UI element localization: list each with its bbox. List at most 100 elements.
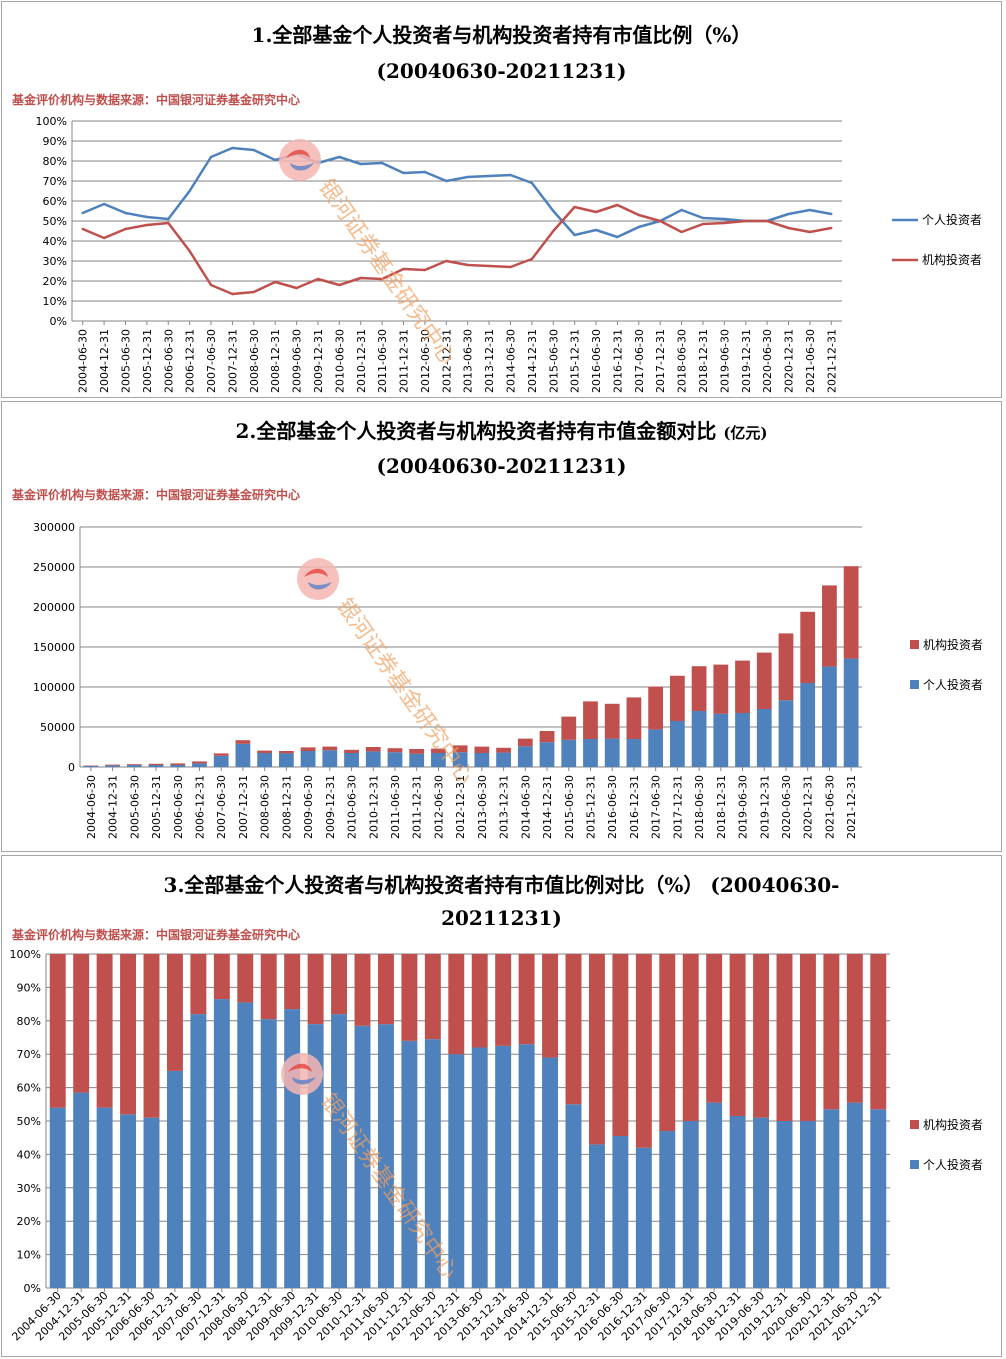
bar-segment — [843, 566, 859, 659]
bar-segment — [542, 954, 559, 1058]
c1-y-tick-label: 60% — [43, 195, 67, 208]
c2-x-tick-label: 2006-06-30 — [172, 775, 185, 839]
bar-segment — [648, 729, 664, 767]
c1-x-tick-label: 2006-12-31 — [184, 329, 197, 393]
data-point — [231, 146, 234, 150]
c1-x-tick-label: 2010-12-31 — [355, 329, 368, 393]
c3-y-tick-label: 30% — [17, 1182, 41, 1195]
bar-segment — [682, 1121, 699, 1288]
watermark-swoosh-icon — [286, 149, 310, 158]
c1-x-tick-label: 2017-12-31 — [654, 329, 667, 393]
c1-x-tick-label: 2020-06-30 — [761, 329, 774, 393]
bar-segment — [126, 764, 142, 765]
c1-x-tick-label: 2007-12-31 — [226, 329, 239, 393]
data-point — [273, 158, 277, 162]
bar-segment — [588, 954, 605, 1145]
data-point — [124, 227, 127, 231]
percent-stacked-bar-chart: 0%10%20%30%40%50%60%70%80%90%100%2004-06… — [9, 948, 983, 1343]
bar-segment — [105, 765, 120, 767]
c1-x-tick-label: 2012-12-31 — [440, 329, 453, 393]
chart-title-3-line2: 20211231) — [441, 906, 562, 930]
bar-segment — [471, 954, 488, 1048]
bar-segment — [517, 738, 533, 747]
data-point — [787, 226, 790, 230]
c2-legend-swatch — [910, 680, 919, 689]
data-point — [680, 208, 683, 212]
data-point — [616, 203, 619, 207]
bar-segment — [401, 954, 418, 1041]
bar-segment — [377, 1024, 394, 1288]
data-point — [509, 173, 512, 177]
c2-x-tick-label: 2017-12-31 — [671, 775, 684, 839]
data-point — [273, 280, 277, 284]
data-source-label: 基金评价机构与数据来源：中国银河证券基金研究中心 — [12, 488, 301, 502]
bar-segment — [669, 721, 685, 767]
bar-segment — [612, 954, 629, 1137]
data-point — [808, 208, 812, 212]
bar-segment — [448, 954, 465, 1055]
bar-segment — [105, 764, 120, 766]
bar-segment — [682, 954, 699, 1121]
c2-x-tick-label: 2012-12-31 — [454, 775, 467, 839]
data-point — [787, 212, 790, 216]
c2-y-tick-label: 200000 — [33, 601, 75, 614]
bar-segment — [148, 765, 164, 767]
c1-x-tick-label: 2004-06-30 — [77, 329, 90, 393]
chart-title-3-line1: 3.全部基金个人投资者与机构投资者持有市值比例对比（%） (20040630- — [163, 873, 840, 897]
c3-legend-swatch — [910, 1120, 919, 1129]
c1-x-tick-label: 2019-06-30 — [718, 329, 731, 393]
bar-segment — [823, 954, 840, 1110]
bar-segment — [192, 763, 207, 767]
bar-segment — [735, 713, 750, 767]
data-point — [445, 259, 448, 263]
c1-y-tick-label: 20% — [43, 275, 67, 288]
c2-x-tick-label: 2005-12-31 — [150, 775, 163, 839]
c2-y-tick-label: 50000 — [40, 721, 75, 734]
chart-title-2-line2: (20040630-20211231) — [376, 454, 627, 478]
bar-segment — [166, 954, 183, 1071]
bar-segment — [706, 954, 723, 1103]
bar-segment — [474, 746, 490, 753]
c1-y-tick-label: 90% — [43, 135, 67, 148]
c2-x-tick-label: 2011-12-31 — [411, 775, 424, 839]
bar-segment — [300, 747, 316, 751]
series-line — [82, 146, 832, 239]
data-point — [167, 217, 170, 221]
bar-segment — [344, 749, 359, 753]
c2-legend-swatch — [910, 640, 919, 649]
bar-segment — [778, 700, 794, 767]
bar-segment — [49, 1107, 66, 1288]
bar-segment — [756, 709, 772, 767]
bar-segment — [126, 765, 142, 767]
bar-segment — [424, 954, 441, 1040]
watermark-swoosh-icon — [304, 568, 328, 577]
c2-x-tick-label: 2020-06-30 — [780, 775, 793, 839]
data-point — [808, 230, 812, 234]
bar-segment — [424, 1039, 441, 1288]
bar-segment — [496, 752, 511, 767]
bar-segment — [542, 1057, 559, 1288]
data-point — [423, 268, 427, 272]
bar-segment — [659, 954, 676, 1132]
chart-title-1-line2: (20040630-20211231) — [376, 59, 627, 83]
bar-segment — [669, 675, 685, 721]
bar-segment — [148, 763, 164, 765]
c1-x-tick-label: 2011-06-30 — [376, 329, 389, 393]
bar-segment — [706, 1102, 723, 1288]
c2-x-tick-label: 2013-12-31 — [498, 775, 511, 839]
bar-segment — [344, 753, 359, 767]
c1-x-tick-label: 2018-06-30 — [676, 329, 689, 393]
data-point — [637, 213, 641, 217]
bar-segment — [73, 1092, 90, 1288]
bar-segment — [626, 739, 642, 767]
c1-x-tick-label: 2021-12-31 — [825, 329, 838, 393]
c1-x-tick-label: 2012-06-30 — [419, 329, 432, 393]
c2-x-tick-label: 2010-06-30 — [346, 775, 359, 839]
data-point — [231, 292, 234, 296]
data-point — [359, 162, 362, 166]
c2-x-tick-label: 2004-06-30 — [85, 775, 98, 839]
c1-y-tick-label: 100% — [36, 115, 67, 128]
stacked-bar-chart: 0 50000 100000 150000 200000 250000 300000 2004… — [33, 521, 983, 839]
data-point — [102, 236, 106, 240]
c2-x-tick-label: 2019-06-30 — [737, 775, 750, 839]
